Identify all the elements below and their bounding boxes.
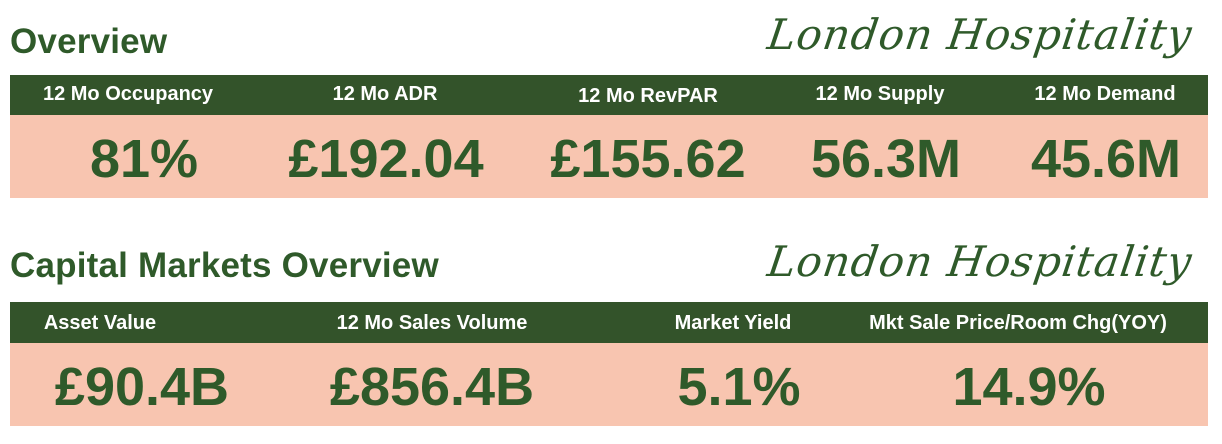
metric-value-demand: 45.6M <box>1030 129 1182 189</box>
brand-logo-overview: London Hospitality <box>764 10 1196 59</box>
metric-label-occupancy: 12 Mo Occupancy <box>42 83 214 105</box>
metric-value-occupancy: 81% <box>89 129 199 189</box>
metric-value-asset-value: £90.4B <box>54 357 230 417</box>
metric-label-revpar: 12 Mo RevPAR <box>578 85 718 107</box>
metric-label-demand: 12 Mo Demand <box>1034 83 1176 105</box>
metric-label-adr: 12 Mo ADR <box>332 83 438 105</box>
metric-label-sale-price-change: Mkt Sale Price/Room Chg(YOY) <box>869 312 1167 334</box>
metric-value-market-yield: 5.1% <box>677 357 801 417</box>
metric-value-sales-volume: £856.4B <box>329 357 535 417</box>
metric-value-sale-price-change: 14.9% <box>952 357 1106 417</box>
metric-label-market-yield: Market Yield <box>674 312 792 334</box>
capital-value-bar: £90.4B £856.4B 5.1% 14.9% <box>10 343 1208 426</box>
capital-header-bar: Asset Value 12 Mo Sales Volume Market Yi… <box>10 302 1208 343</box>
overview-title: Overview <box>10 22 168 61</box>
metric-label-sales-volume: 12 Mo Sales Volume <box>336 312 528 334</box>
capital-markets-title: Capital Markets Overview <box>10 246 439 285</box>
metric-label-supply: 12 Mo Supply <box>815 83 945 105</box>
metric-value-adr: £192.04 <box>288 129 484 189</box>
overview-value-bar: 81% £192.04 £155.62 56.3M 45.6M <box>10 115 1208 198</box>
metric-value-supply: 56.3M <box>810 129 962 189</box>
brand-logo-capital: London Hospitality <box>764 237 1196 286</box>
overview-header-bar: 12 Mo Occupancy 12 Mo ADR 12 Mo RevPAR 1… <box>10 75 1208 115</box>
metric-value-revpar: £155.62 <box>550 129 746 189</box>
metric-label-asset-value: Asset Value <box>43 312 157 334</box>
